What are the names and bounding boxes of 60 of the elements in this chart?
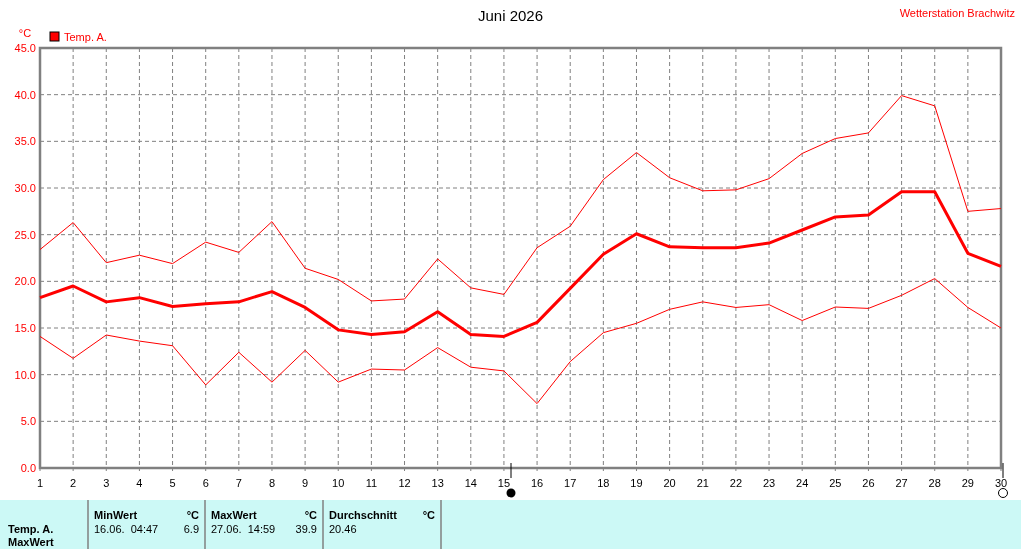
y-tick-label: 15.0 xyxy=(14,322,36,334)
y-tick-label: 25.0 xyxy=(14,228,36,241)
x-tick-label: 21 xyxy=(696,477,709,489)
y-tick-label: 10.0 xyxy=(14,368,36,381)
line-series xyxy=(38,190,1003,338)
text: Durchschnitt xyxy=(329,509,398,521)
x-tick-label: 12 xyxy=(398,477,411,489)
y-tick-label: 30.0 xyxy=(14,182,36,194)
y-tick-label: 35.0 xyxy=(14,135,36,148)
y-tick-label: 45.0 xyxy=(14,42,36,54)
x-tick-label: 2 xyxy=(70,477,77,489)
x-tick-label: 23 xyxy=(762,477,776,489)
x-tick-label: 9 xyxy=(302,477,309,489)
x-tick-label: 5 xyxy=(169,477,176,489)
x-tick-label: 7 xyxy=(235,477,242,489)
x-tick-label: 13 xyxy=(431,477,444,489)
text: 39.9 xyxy=(295,523,317,535)
text: °C xyxy=(304,509,318,521)
y-tick-label: 5.0 xyxy=(20,415,36,428)
x-tick-label: 30 xyxy=(994,477,1008,489)
x-tick-label: 16 xyxy=(530,477,544,489)
text: 6.9 xyxy=(183,523,199,535)
text: MaxWert xyxy=(211,509,257,521)
x-tick-label: 17 xyxy=(564,477,577,489)
text: °C xyxy=(186,509,200,521)
line-series xyxy=(39,278,1002,405)
y-tick-label: 40.0 xyxy=(14,88,36,101)
x-tick-label: 4 xyxy=(136,477,143,489)
text: °C xyxy=(422,509,436,521)
text: Wetterstation Brachwitz xyxy=(899,7,1015,19)
text: 16.06. 04:47 xyxy=(94,523,159,535)
y-axis-title: °C xyxy=(18,27,32,39)
x-tick-label: 26 xyxy=(862,477,875,489)
x-tick-label: 11 xyxy=(365,477,378,489)
x-tick-label: 1 xyxy=(36,477,44,489)
x-tick-label: 20 xyxy=(663,477,676,489)
x-tick-label: 25 xyxy=(829,477,842,489)
x-tick-label: 19 xyxy=(630,477,643,489)
x-tick-label: 15 xyxy=(497,477,511,489)
text: 27.06. 14:59 xyxy=(211,523,276,535)
x-tick-label: 18 xyxy=(597,477,610,489)
x-tick-label: 8 xyxy=(268,477,276,489)
x-tick-label: 3 xyxy=(103,477,110,489)
chart-title: Juni 2026 xyxy=(477,7,544,24)
text: 20.46 xyxy=(329,523,357,535)
x-tick-label: 10 xyxy=(332,477,345,489)
y-tick-label: 0.0 xyxy=(20,462,36,474)
y-tick-label: 20.0 xyxy=(14,275,36,288)
x-tick-label: 24 xyxy=(796,477,809,489)
legend-label: Temp. A. xyxy=(64,31,107,43)
text: MinWert xyxy=(94,509,138,521)
x-tick-label: 27 xyxy=(895,477,908,489)
x-tick-label: 14 xyxy=(464,477,477,489)
x-tick-label: 28 xyxy=(928,477,941,489)
x-tick-label: 22 xyxy=(729,477,743,489)
x-tick-label: 6 xyxy=(202,477,209,489)
x-tick-label: 29 xyxy=(961,477,974,489)
line-series xyxy=(39,95,1002,302)
text: MaxWert xyxy=(8,536,54,548)
text: Temp. A. xyxy=(8,523,54,535)
